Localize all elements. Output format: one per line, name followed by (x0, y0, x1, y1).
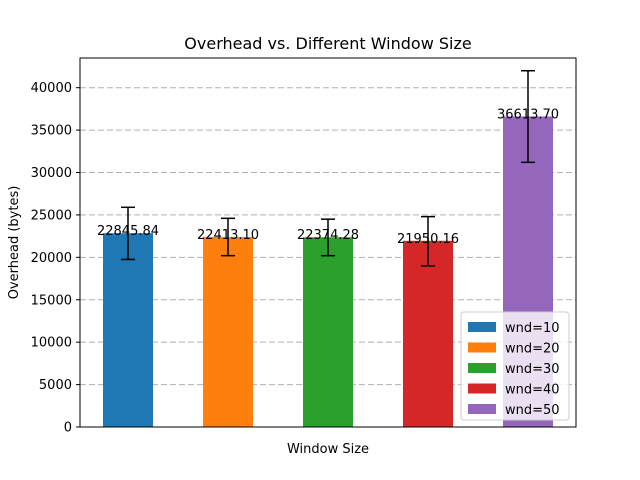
legend-label: wnd=40 (505, 383, 560, 398)
legend-label: wnd=20 (505, 342, 560, 357)
legend: wnd=10 wnd=20 wnd=30 wnd=40 wnd=50 (460, 311, 570, 421)
y-tick-label: 25000 (31, 208, 72, 223)
y-tick-label: 5000 (39, 378, 72, 393)
value-label: 36613.70 (497, 107, 559, 122)
value-label: 21950.16 (397, 232, 459, 247)
legend-label: wnd=10 (505, 321, 560, 336)
legend-swatch (468, 342, 496, 353)
y-tick-label: 35000 (31, 124, 72, 139)
y-axis-ticks: 0 5000 10000 15000 20000 25000 30000 35000 40000 (31, 81, 80, 436)
bar-wnd-30 (303, 237, 353, 427)
legend-swatch (468, 404, 496, 414)
legend-swatch (468, 383, 496, 394)
y-axis-label: Overhead (bytes) (7, 186, 22, 300)
plot-frame (79, 57, 577, 428)
bar-wnd-10 (103, 233, 153, 427)
bar-wnd-40 (403, 240, 453, 427)
chart-title: Overhead vs. Different Window Size (184, 34, 471, 53)
legend-swatch (468, 363, 496, 373)
y-tick-label: 0 (64, 421, 72, 436)
y-tick-label: 40000 (31, 81, 72, 96)
y-tick-label: 30000 (31, 166, 72, 181)
y-tick-label: 10000 (31, 336, 72, 351)
legend-label: wnd=50 (505, 403, 560, 418)
value-label: 22374.28 (297, 228, 359, 243)
error-bars (121, 69, 535, 267)
value-labels: 22845.84 22413.10 22374.28 21950.16 36613.70 (97, 107, 559, 246)
legend-label: wnd=30 (505, 362, 560, 377)
y-tick-label: 20000 (31, 251, 72, 266)
y-tick-label: 15000 (31, 293, 72, 308)
x-axis-label: Window Size (287, 442, 369, 457)
legend-swatch (468, 322, 496, 332)
bar-wnd-20 (203, 236, 253, 427)
value-label: 22845.84 (97, 224, 159, 239)
value-label: 22413.10 (197, 228, 259, 243)
